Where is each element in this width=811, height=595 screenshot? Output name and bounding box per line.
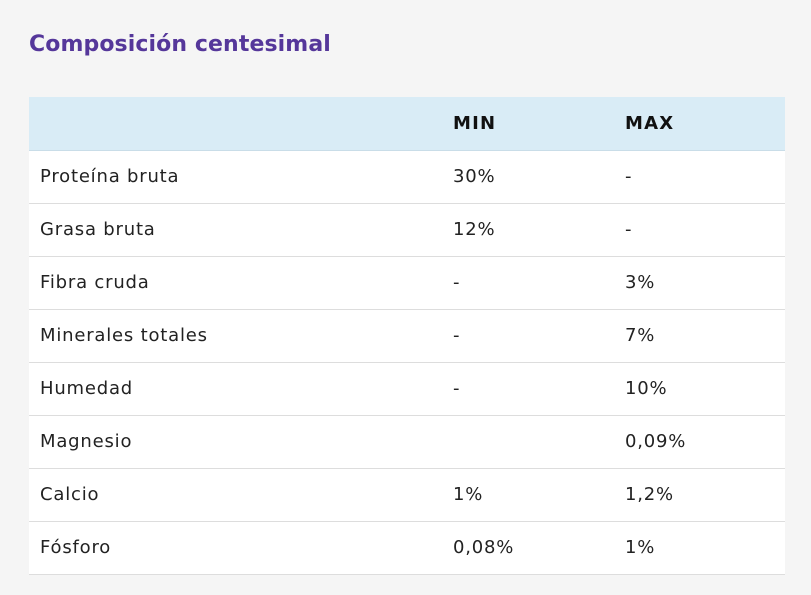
min-value: 0,08% [453, 521, 625, 575]
min-value [453, 415, 625, 469]
min-value: - [453, 309, 625, 363]
max-value: - [625, 203, 785, 257]
header-min: MIN [453, 97, 625, 151]
header-max: MAX [625, 97, 785, 151]
table-row: Minerales totales - 7% [29, 309, 785, 363]
max-value: - [625, 150, 785, 204]
min-value: 1% [453, 468, 625, 522]
nutrient-name: Fibra cruda [29, 256, 453, 310]
table-row: Magnesio 0,09% [29, 415, 785, 469]
min-value: - [453, 362, 625, 416]
table-row: Humedad - 10% [29, 362, 785, 416]
table-row: Proteína bruta 30% - [29, 150, 785, 204]
table-header-row: MIN MAX [29, 97, 785, 151]
max-value: 7% [625, 309, 785, 363]
nutrient-name: Proteína bruta [29, 150, 453, 204]
max-value: 0,09% [625, 415, 785, 469]
nutrient-name: Humedad [29, 362, 453, 416]
min-value: - [453, 256, 625, 310]
nutrient-name: Calcio [29, 468, 453, 522]
max-value: 1% [625, 521, 785, 575]
section-title: Composición centesimal [29, 32, 331, 57]
min-value: 30% [453, 150, 625, 204]
header-name [29, 97, 453, 151]
min-value: 12% [453, 203, 625, 257]
nutrient-name: Grasa bruta [29, 203, 453, 257]
max-value: 3% [625, 256, 785, 310]
nutrient-name: Fósforo [29, 521, 453, 575]
nutrient-name: Magnesio [29, 415, 453, 469]
table-row: Grasa bruta 12% - [29, 203, 785, 257]
nutrient-name: Minerales totales [29, 309, 453, 363]
table-row: Fibra cruda - 3% [29, 256, 785, 310]
table-row: Calcio 1% 1,2% [29, 468, 785, 522]
max-value: 10% [625, 362, 785, 416]
composition-table: MIN MAX Proteína bruta 30% - Grasa bruta… [29, 97, 785, 575]
max-value: 1,2% [625, 468, 785, 522]
table-row: Fósforo 0,08% 1% [29, 521, 785, 575]
